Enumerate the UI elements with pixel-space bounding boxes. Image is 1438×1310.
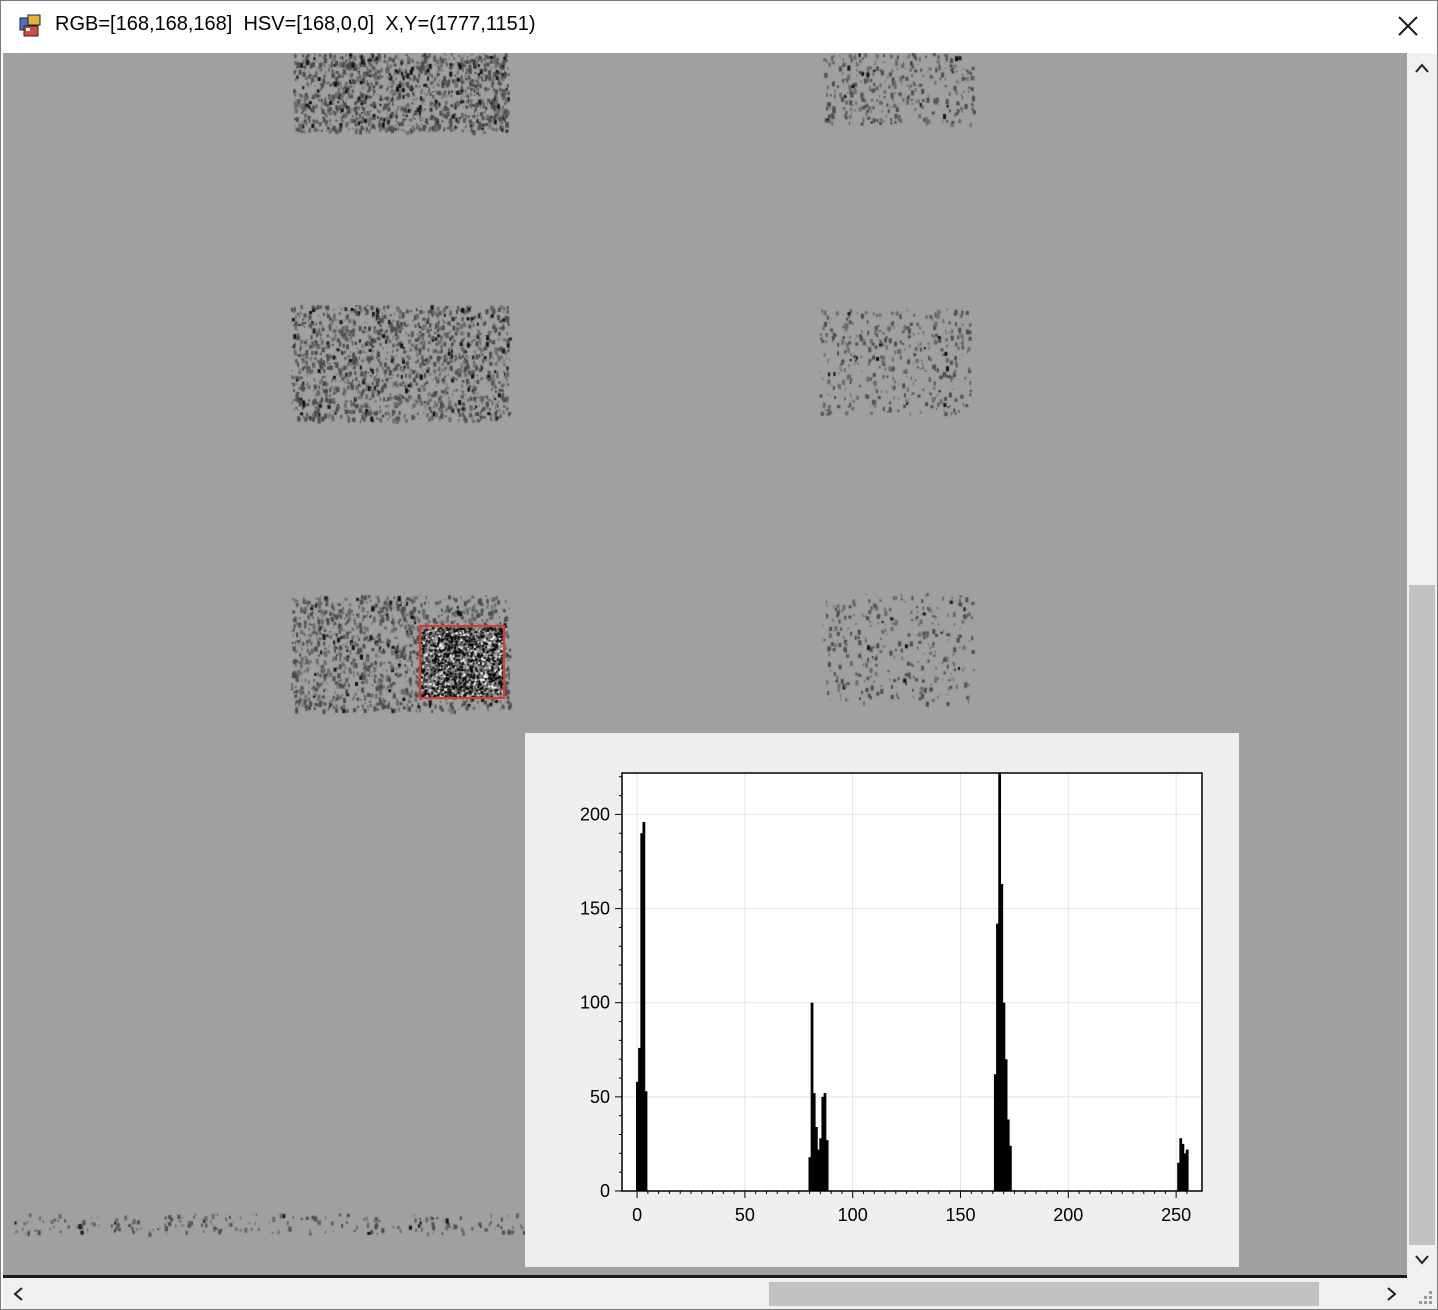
histogram-bar [1183, 1153, 1187, 1191]
histogram-chart: 0 50 100 150 200 250 0 50 100 150 200 [580, 772, 1203, 1225]
close-icon [1398, 16, 1418, 36]
plot-area [622, 773, 1202, 1191]
x-tick-label: 0 [632, 1205, 642, 1225]
y-tick-label: 100 [580, 993, 610, 1013]
histogram-bar [993, 1074, 997, 1191]
horizontal-scrollbar[interactable] [3, 1275, 1407, 1309]
histogram-bar [823, 1093, 827, 1191]
chevron-down-icon [1415, 1255, 1429, 1265]
histogram-bar [638, 1047, 641, 1191]
histogram-bar [1002, 1002, 1006, 1191]
histogram-bar [812, 1093, 816, 1191]
histogram-bar [640, 833, 644, 1191]
histogram-bar [810, 1002, 814, 1191]
vertical-scrollbar[interactable] [1407, 53, 1437, 1275]
close-button[interactable] [1379, 1, 1437, 51]
histogram-bar [821, 1096, 825, 1191]
histogram-bar [1006, 1119, 1010, 1191]
histogram-bar [1004, 1059, 1008, 1191]
image-viewport[interactable]: 0 50 100 150 200 250 0 50 100 150 200 [3, 53, 1407, 1275]
histogram-bar [814, 1126, 818, 1191]
horizontal-scroll-thumb[interactable] [769, 1282, 1319, 1306]
size-grip[interactable] [1407, 1275, 1437, 1309]
histogram-bar [808, 1157, 812, 1191]
chart-ticks: 0 50 100 150 200 250 0 50 100 150 200 [580, 776, 1191, 1225]
histogram-bar [817, 1149, 820, 1191]
scroll-up-button[interactable] [1407, 53, 1437, 83]
histogram-bar [825, 1140, 829, 1191]
y-tick-label: 0 [600, 1181, 610, 1201]
histogram-bar [1000, 884, 1004, 1191]
size-grip-icon [1419, 1291, 1432, 1304]
chevron-left-icon [13, 1286, 23, 1301]
histogram-bar [642, 821, 646, 1191]
x-tick-label: 150 [945, 1205, 975, 1225]
chart-grid [622, 773, 1202, 1192]
vertical-scroll-thumb[interactable] [1409, 585, 1435, 1245]
y-tick-label: 150 [580, 899, 610, 919]
histogram-bar [819, 1138, 823, 1191]
plot-frame [621, 772, 1203, 1192]
histogram-bar [998, 773, 1002, 1191]
histogram-bar [996, 923, 999, 1191]
app-window-icon [19, 14, 41, 37]
chart-axes [621, 772, 1203, 1192]
scroll-down-button[interactable] [1407, 1245, 1437, 1275]
scroll-left-button[interactable] [3, 1278, 33, 1309]
y-tick-label: 50 [590, 1087, 610, 1107]
histogram-bar [1181, 1143, 1185, 1191]
selection-rectangle[interactable] [419, 625, 505, 699]
histogram-bar [1179, 1138, 1183, 1191]
chart-bars [636, 773, 1189, 1191]
chevron-up-icon [1415, 63, 1429, 73]
x-tick-label: 50 [735, 1205, 755, 1225]
histogram-bar [644, 1091, 648, 1191]
scroll-right-button[interactable] [1377, 1278, 1407, 1309]
x-tick-label: 250 [1161, 1205, 1191, 1225]
title-bar[interactable]: RGB=[168,168,168] HSV=[168,0,0] X,Y=(177… [1, 1, 1437, 51]
window-title: RGB=[168,168,168] HSV=[168,0,0] X,Y=(177… [55, 13, 536, 35]
histogram-bar [1185, 1149, 1189, 1191]
histogram-bar [1009, 1145, 1012, 1191]
y-tick-label: 200 [580, 804, 610, 824]
chevron-right-icon [1387, 1286, 1397, 1301]
histogram-bar [636, 1081, 639, 1191]
x-tick-label: 200 [1053, 1205, 1083, 1225]
histogram-bar [1177, 1162, 1180, 1191]
histogram-panel: 0 50 100 150 200 250 0 50 100 150 200 [525, 733, 1239, 1267]
x-tick-label: 100 [838, 1205, 868, 1225]
